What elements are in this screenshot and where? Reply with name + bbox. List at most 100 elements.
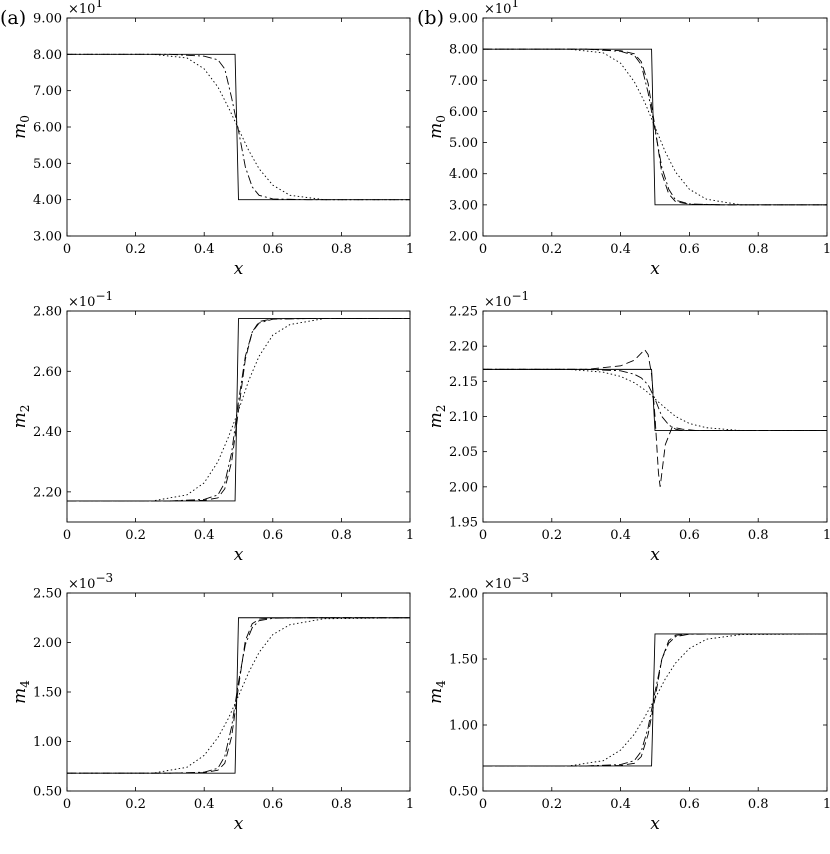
series-line-dotted (483, 368, 827, 432)
series-line-solid (67, 53, 410, 201)
y-tick-label: 9.00 (449, 12, 478, 27)
x-tick-label: 0.2 (541, 242, 562, 257)
y-axis-label-base: m (426, 688, 446, 704)
y-tick-label: 1.50 (449, 653, 478, 668)
x-tick-label: 0.8 (331, 242, 352, 257)
series-line-dashdot (67, 617, 410, 774)
y-tick-label: 2.20 (449, 340, 478, 355)
x-tick-label: 0.6 (262, 528, 283, 543)
x-tick-label: 0.6 (679, 797, 700, 812)
y-axis-label-subscript: 2 (18, 405, 32, 413)
series-line-dotted (67, 617, 410, 774)
y-tick-label: 6.00 (449, 105, 478, 120)
x-tick-label: 0.6 (679, 242, 700, 257)
chart-a-m4: 0 0.2 0.4 0.6 0.8 1 0.50 1.00 1.50 2.00 2.50 ×10−3 x… (10, 571, 414, 834)
y-axis-label-base: m (10, 688, 30, 704)
charts: 0 0.2 0.4 0.6 0.8 1 3.00 4.00 5.00 6.00 7.00 8.00 9.… (10, 0, 830, 834)
x-tick-label: 0.2 (541, 528, 562, 543)
x-tick-label: 1 (406, 528, 414, 543)
axis-multiplier-base: ×10 (484, 295, 511, 310)
x-tick-label: 0.4 (610, 797, 631, 812)
series-line-dotted (67, 318, 410, 502)
panel-label-a: (a) (0, 7, 26, 29)
y-tick-label: 1.95 (449, 516, 478, 531)
x-tick-label: 0.2 (541, 797, 562, 812)
axis-multiplier: ×10−1 (484, 289, 529, 310)
y-axis-label: m2 (10, 405, 32, 429)
y-tick-label: 9.00 (33, 12, 62, 27)
x-tick-label: 0.8 (748, 797, 769, 812)
y-tick-label: 2.00 (33, 636, 62, 651)
y-axis-label: m0 (10, 115, 32, 139)
x-axis-label: x (650, 814, 660, 834)
series-line-dashdot (67, 53, 410, 201)
y-tick-label: 2.00 (449, 587, 478, 602)
axis-multiplier-exponent: −3 (511, 571, 529, 585)
x-tick-label: 0 (479, 797, 487, 812)
y-axis-label: m2 (426, 405, 448, 429)
series-line-dashed (483, 48, 827, 206)
y-tick-label: 3.00 (33, 230, 62, 245)
y-axis-label-subscript: 4 (18, 680, 32, 688)
y-axis-label-base: m (426, 123, 446, 139)
axis-multiplier-base: ×10 (68, 2, 95, 17)
y-tick-label: 2.50 (33, 587, 62, 602)
x-tick-label: 0 (63, 797, 71, 812)
axis-multiplier-exponent: −1 (511, 289, 529, 303)
series-group (67, 318, 410, 502)
axis-multiplier-base: ×10 (484, 2, 511, 17)
axis-multiplier-base: ×10 (68, 295, 95, 310)
x-tick-label: 0.6 (262, 797, 283, 812)
y-tick-label: 2.00 (449, 480, 478, 495)
y-axis-label-subscript: 0 (18, 115, 32, 123)
y-axis-label: m4 (426, 680, 448, 704)
y-tick-label: 7.00 (33, 84, 62, 99)
x-tick-label: 0.6 (679, 528, 700, 543)
y-tick-label: 2.00 (449, 230, 478, 245)
plot-frame (482, 592, 828, 792)
y-tick-label: 0.50 (33, 785, 62, 800)
x-axis-label: x (234, 259, 244, 279)
x-axis-label: x (650, 545, 660, 565)
series-line-dashdot (483, 633, 827, 767)
y-tick-label: 2.10 (449, 410, 478, 425)
axis-multiplier-exponent: −1 (95, 289, 113, 303)
series-group (483, 348, 827, 487)
chart-b-m4: 0 0.2 0.4 0.6 0.8 1 0.50 1.00 1.50 2.00 ×10−3 x m4 (426, 571, 830, 834)
axis-multiplier-base: ×10 (484, 577, 511, 592)
x-tick-label: 0 (479, 528, 487, 543)
series-line-dashdot (483, 368, 827, 432)
y-tick-label: 2.15 (449, 375, 478, 390)
y-tick-label: 8.00 (33, 48, 62, 63)
x-tick-label: 1 (406, 242, 414, 257)
y-tick-label: 3.00 (449, 198, 478, 213)
series-group (67, 617, 410, 774)
x-tick-label: 0 (479, 242, 487, 257)
x-tick-label: 0.6 (262, 242, 283, 257)
x-tick-label: 0.2 (125, 797, 146, 812)
x-tick-label: 0.4 (194, 242, 215, 257)
x-tick-label: 1 (823, 797, 830, 812)
x-tick-label: 1 (823, 528, 830, 543)
y-tick-label: 2.60 (33, 365, 62, 380)
axis-multiplier: ×101 (484, 0, 519, 17)
y-tick-label: 5.00 (449, 136, 478, 151)
x-tick-label: 0.8 (748, 242, 769, 257)
series-line-dashdot (483, 48, 827, 206)
x-tick-label: 1 (406, 797, 414, 812)
y-tick-label: 4.00 (449, 167, 478, 182)
x-tick-label: 1 (823, 242, 830, 257)
x-tick-label: 0 (63, 528, 71, 543)
series-group (483, 48, 827, 206)
axis-multiplier: ×10−3 (68, 571, 113, 592)
x-tick-label: 0 (63, 242, 71, 257)
y-tick-label: 2.80 (33, 305, 62, 320)
panel-label-b: (b) (417, 7, 444, 29)
x-tick-label: 0.2 (125, 528, 146, 543)
y-tick-label: 2.40 (33, 425, 62, 440)
y-tick-label: 4.00 (33, 193, 62, 208)
y-tick-label: 8.00 (449, 43, 478, 58)
series-line-dashed (67, 617, 410, 774)
plot-frame (482, 17, 828, 237)
y-axis-label-base: m (10, 412, 30, 428)
